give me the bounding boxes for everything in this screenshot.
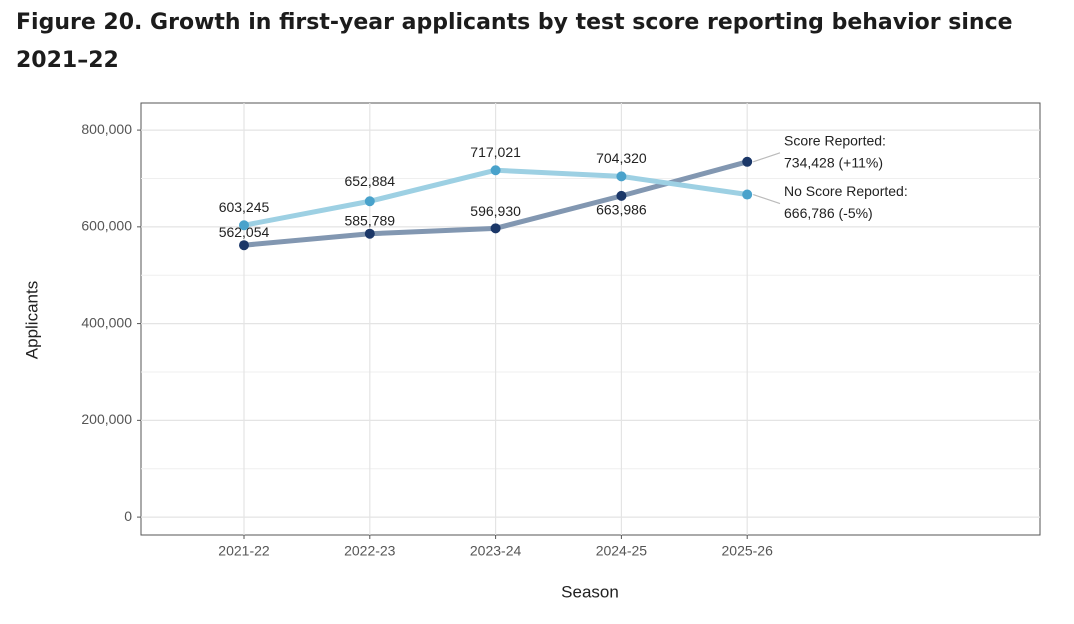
data-point xyxy=(364,196,375,207)
data-point xyxy=(364,228,375,239)
chart-title: Figure 20. Growth in first-year applican… xyxy=(16,10,1013,73)
data-point xyxy=(616,171,627,182)
data-label: 652,884 xyxy=(344,173,395,189)
data-label: 704,320 xyxy=(596,150,647,166)
data-label: 585,789 xyxy=(344,212,395,228)
data-label: 562,054 xyxy=(219,224,270,240)
series-name: Score Reported: xyxy=(784,133,886,149)
data-label: 603,245 xyxy=(219,199,270,215)
data-point xyxy=(239,240,249,251)
x-axis-title: Season xyxy=(561,582,619,601)
annotation-leader xyxy=(753,152,781,163)
x-tick-label: 2022-23 xyxy=(344,543,396,559)
y-tick-label: 0 xyxy=(124,508,132,524)
end-label: 734,428 (+11%) xyxy=(784,155,883,171)
data-label: 663,986 xyxy=(596,202,647,218)
x-tick-label: 2021-22 xyxy=(218,543,270,559)
series-name: No Score Reported: xyxy=(784,183,908,199)
data-point xyxy=(742,189,753,200)
data-point xyxy=(239,220,249,231)
data-point xyxy=(742,156,753,167)
y-tick-label: 200,000 xyxy=(81,411,132,427)
y-tick-label: 600,000 xyxy=(81,218,132,234)
y-tick-label: 400,000 xyxy=(81,314,132,330)
x-tick-label: 2025-26 xyxy=(722,543,774,559)
data-point xyxy=(616,190,627,201)
plot-area xyxy=(140,102,1041,536)
end-label: 666,786 (-5%) xyxy=(784,205,873,221)
data-point xyxy=(490,165,501,176)
data-label: 596,930 xyxy=(470,203,521,219)
data-point xyxy=(490,223,501,234)
x-tick-label: 2024-25 xyxy=(596,543,648,559)
x-tick-label: 2023-24 xyxy=(470,543,522,559)
annotation-leader xyxy=(753,193,781,205)
data-label: 717,021 xyxy=(470,144,521,160)
y-axis-title: Applicants xyxy=(22,281,41,359)
y-tick-label: 800,000 xyxy=(81,121,132,137)
